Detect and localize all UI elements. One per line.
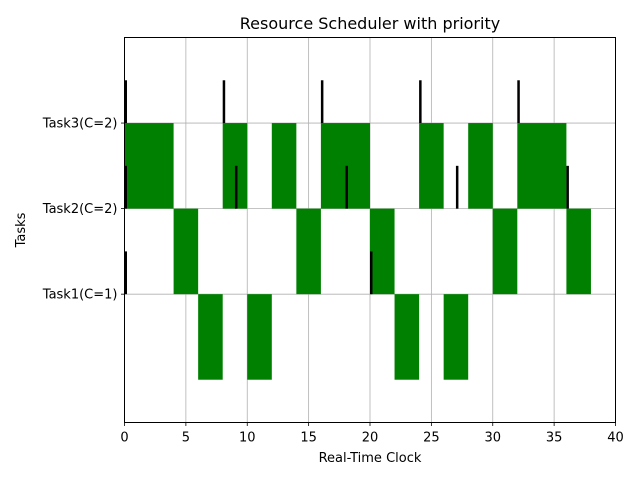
x-tick-label: 25 xyxy=(423,431,440,446)
y-tick-label: Task3(C=2) xyxy=(42,117,118,132)
execution-bar xyxy=(296,208,321,295)
execution-bar xyxy=(517,123,567,209)
execution-bar xyxy=(173,208,199,295)
y-tick-label: Task1(C=1) xyxy=(42,288,118,303)
release-marker xyxy=(517,80,520,124)
release-marker xyxy=(124,80,127,124)
execution-bar xyxy=(370,208,395,295)
execution-bar xyxy=(492,208,518,295)
execution-bar xyxy=(124,123,174,209)
release-marker xyxy=(370,251,373,295)
release-marker xyxy=(124,165,127,209)
release-marker xyxy=(222,80,226,124)
execution-bar xyxy=(443,294,469,380)
x-axis-ticks: 0 5 10 15 20 25 30 35 40 xyxy=(120,422,624,446)
execution-bar xyxy=(198,294,223,380)
execution-bar xyxy=(419,123,444,209)
release-marker xyxy=(320,80,324,124)
execution-bar xyxy=(468,123,493,209)
chart-title: Resource Scheduler with priority xyxy=(240,14,500,33)
release-marker xyxy=(455,165,459,209)
x-tick-label: 15 xyxy=(300,431,317,446)
y-axis-label: Tasks xyxy=(14,212,29,248)
y-axis-ticks: Task1(C=1) Task2(C=2) Task3(C=2) xyxy=(42,117,125,303)
y-tick-label: Task2(C=2) xyxy=(42,202,118,217)
release-marker xyxy=(419,80,422,124)
execution-bar xyxy=(247,294,272,380)
release-marker xyxy=(124,251,127,295)
execution-bar xyxy=(394,294,420,380)
x-tick-label: 5 xyxy=(182,431,190,446)
x-tick-label: 20 xyxy=(362,431,379,446)
x-tick-label: 35 xyxy=(546,431,563,446)
release-markers xyxy=(124,80,569,295)
x-tick-label: 0 xyxy=(120,431,128,446)
execution-bar xyxy=(566,208,591,295)
x-tick-label: 30 xyxy=(484,431,501,446)
x-tick-label: 40 xyxy=(607,431,624,446)
x-axis-label: Real-Time Clock xyxy=(319,451,422,466)
execution-bar xyxy=(271,123,297,209)
x-tick-label: 10 xyxy=(239,431,256,446)
release-marker xyxy=(234,165,238,209)
release-marker xyxy=(345,165,348,209)
release-marker xyxy=(566,165,569,209)
